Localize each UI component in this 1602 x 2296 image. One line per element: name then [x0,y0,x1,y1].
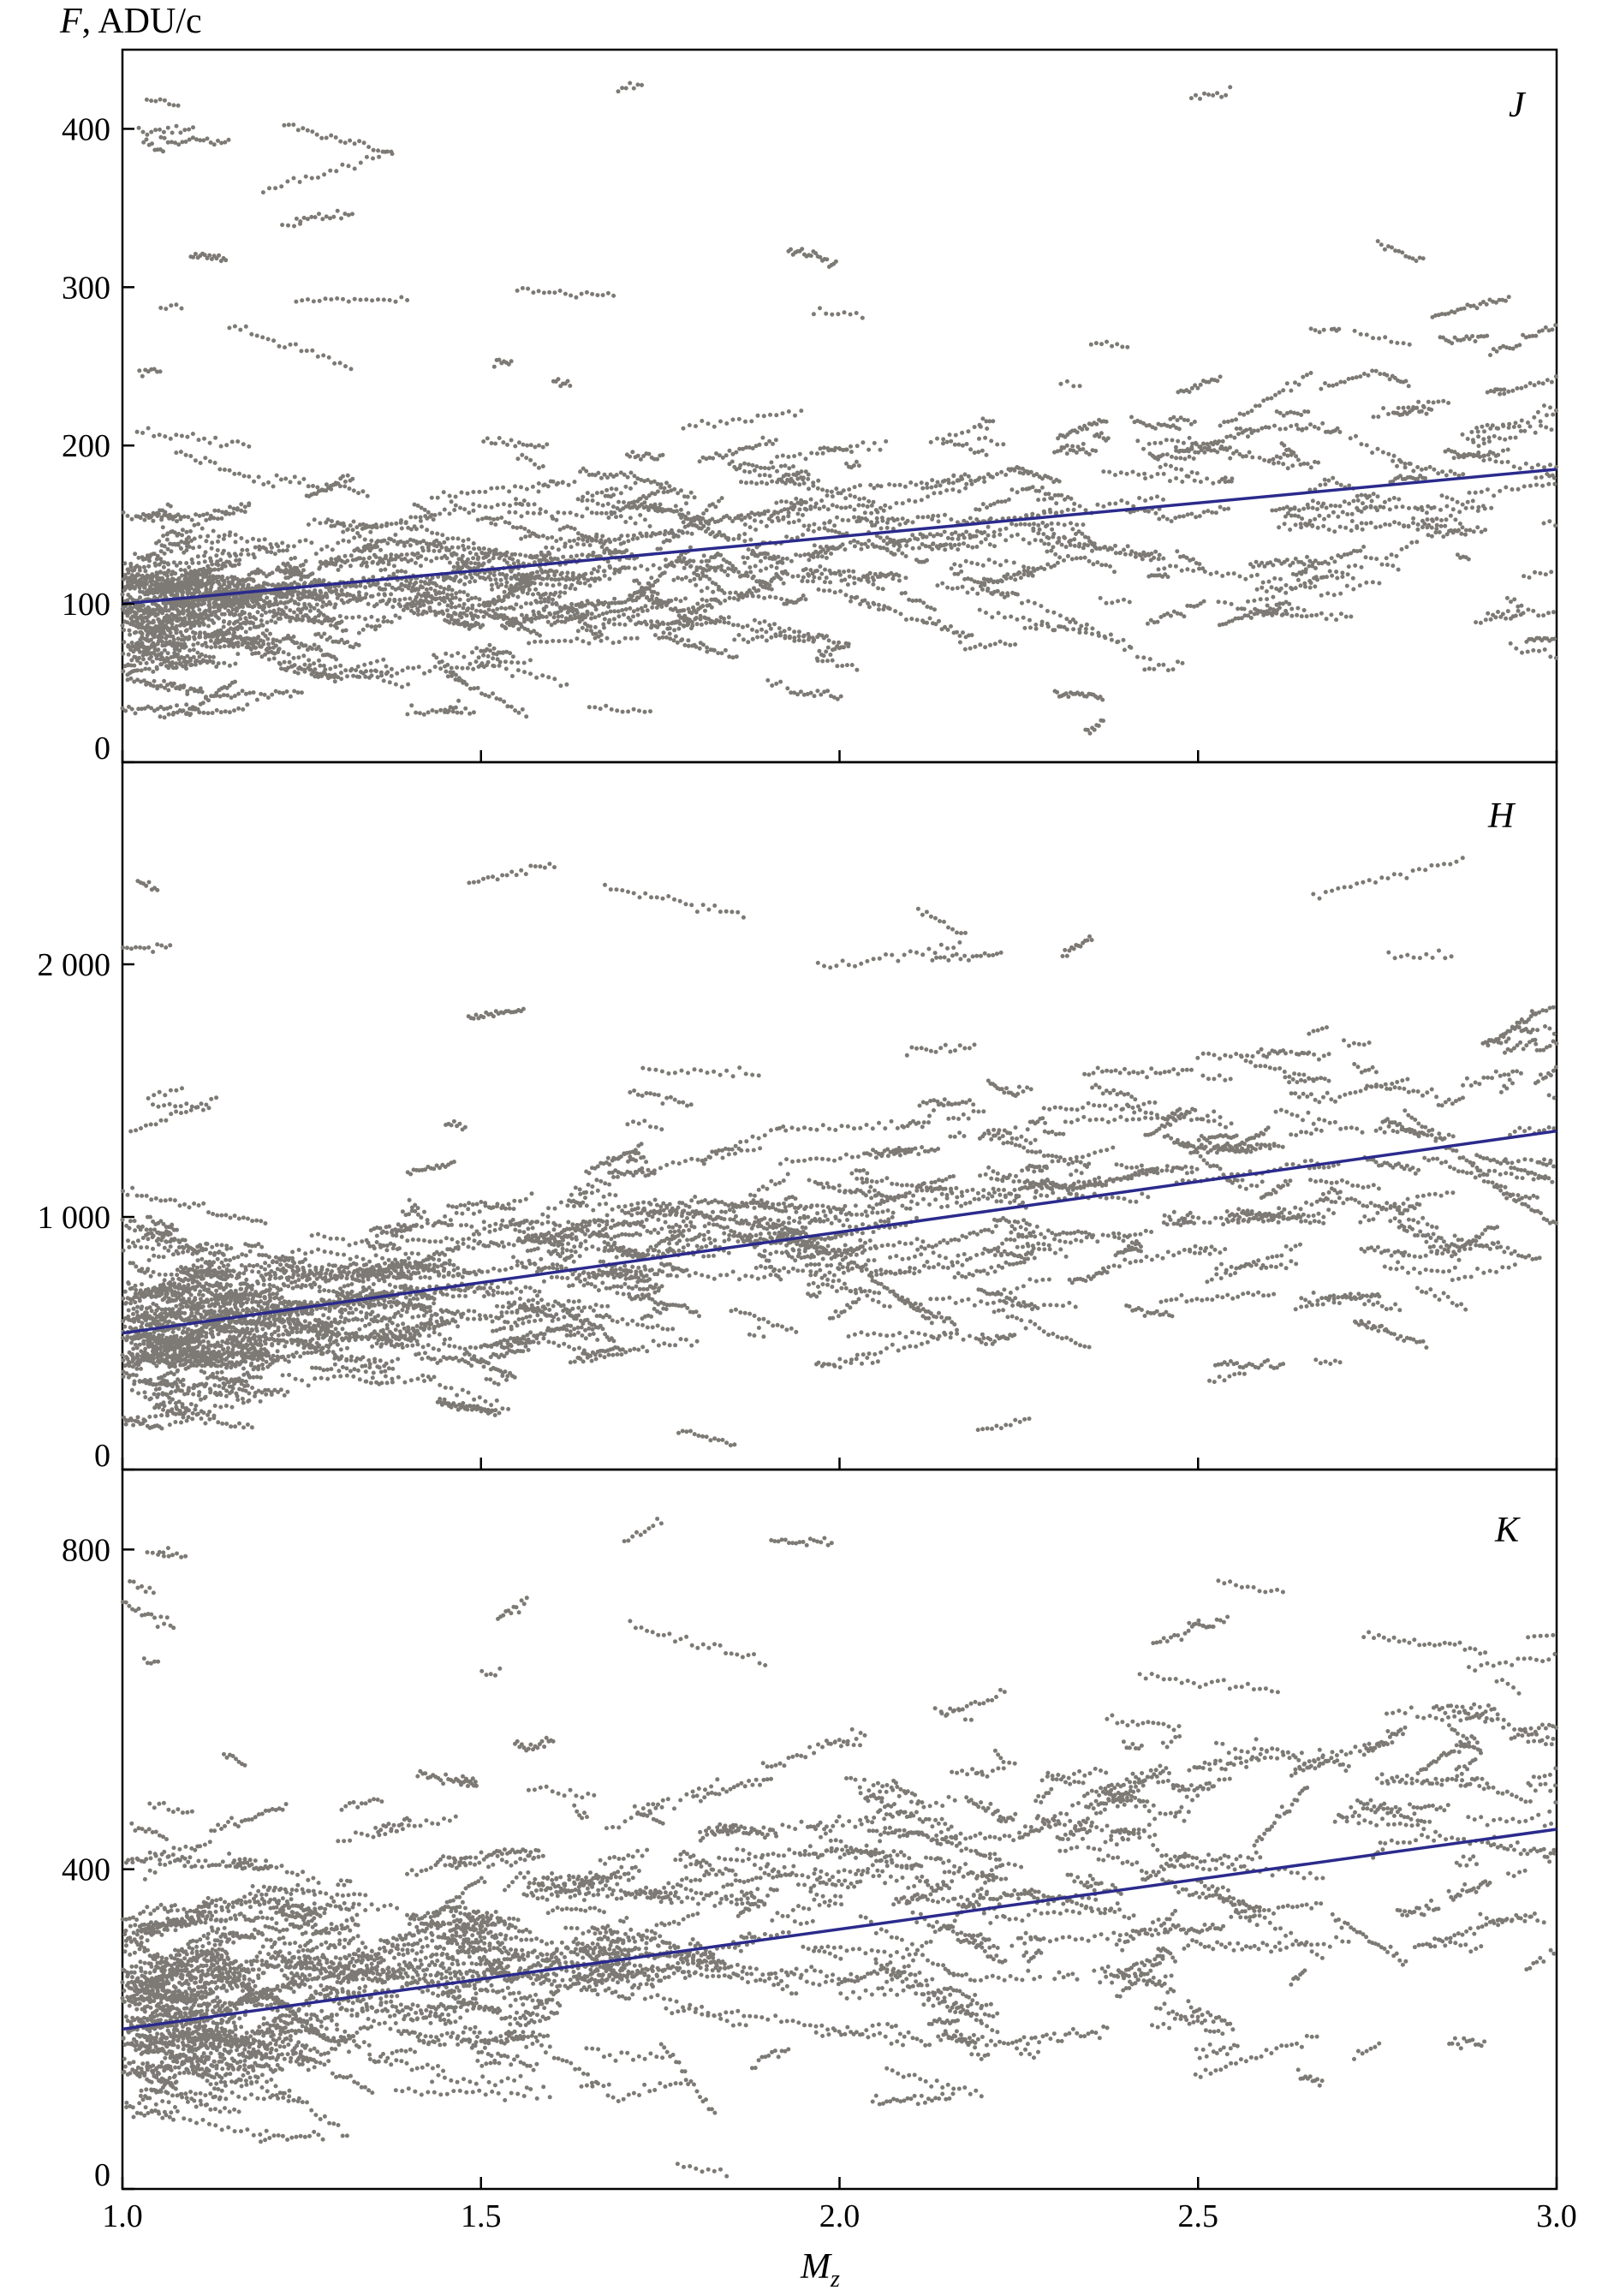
panel-j-y-tick-label-4: 400 [62,111,110,147]
panel-k-scatter-points [120,1517,1559,2179]
panel-k-points [120,1517,1559,2179]
panel-j-y-tick-label-1: 100 [62,587,110,623]
panel-h-fit-line [122,1129,1557,1335]
panel-h-points [120,856,1559,1448]
x-tick-label-0: 1.0 [102,2198,143,2234]
panel-j-y-tick-label-3: 300 [62,270,110,306]
panel-j-frame [121,48,1558,764]
panel-k-band-label: K [1494,1511,1521,1550]
panel-h-x-ticks [121,1458,1558,1470]
y-axis-title: F, ADU/c [59,2,202,41]
panel-j-y-ticks: 0 100 200 300 400 [62,111,134,766]
x-tick-label-1: 1.5 [461,2198,502,2234]
panel-j-band-label: J [1509,86,1527,125]
panel-h-band-label: H [1487,796,1516,836]
panel-h-y-tick-label-1: 1 000 [38,1200,111,1236]
x-axis-symbol: M [800,2247,832,2287]
x-tick-labels: 1.0 1.5 2.0 2.5 3.0 [102,2198,1577,2234]
panel-k-x-ticks [121,2177,1558,2189]
panel-h-y-tick-label-2: 2 000 [38,947,111,983]
panel-j-scatter-points [120,81,1559,736]
panel-j-fit-line [122,468,1557,605]
x-axis-title: Mz [800,2247,840,2293]
panel-h: 0 1 000 2 000 H [38,760,1559,1474]
panel-k-y-tick-label-2: 800 [62,1532,110,1568]
panel-j-y-tick-label-2: 200 [62,428,110,464]
panel-j: 0 100 200 300 400 J [62,48,1559,766]
panel-h-scatter-points [120,856,1559,1448]
panel-h-y-tick-label-0: 0 [94,1438,110,1474]
panel-j-x-ticks [121,750,1558,762]
panel-k-y-tick-label-1: 400 [62,1852,110,1888]
x-tick-label-3: 2.5 [1178,2198,1219,2234]
panel-k-fit-line [122,1828,1557,2031]
panel-k-frame [121,1468,1558,2191]
panel-k-y-ticks: 0 400 800 [62,1532,134,2193]
y-axis-symbol: F [59,2,82,41]
x-tick-label-2: 2.0 [819,2198,861,2234]
x-tick-label-4: 3.0 [1536,2198,1577,2234]
panel-h-y-ticks: 0 1 000 2 000 [38,947,134,1474]
y-axis-unit: , ADU/c [82,2,202,41]
panel-k: 0 400 800 K [62,1468,1559,2193]
x-axis-subscript: z [830,2266,840,2293]
panel-j-points [120,81,1559,736]
panel-j-y-tick-label-0: 0 [94,731,110,766]
panel-k-y-tick-label-0: 0 [94,2157,110,2193]
